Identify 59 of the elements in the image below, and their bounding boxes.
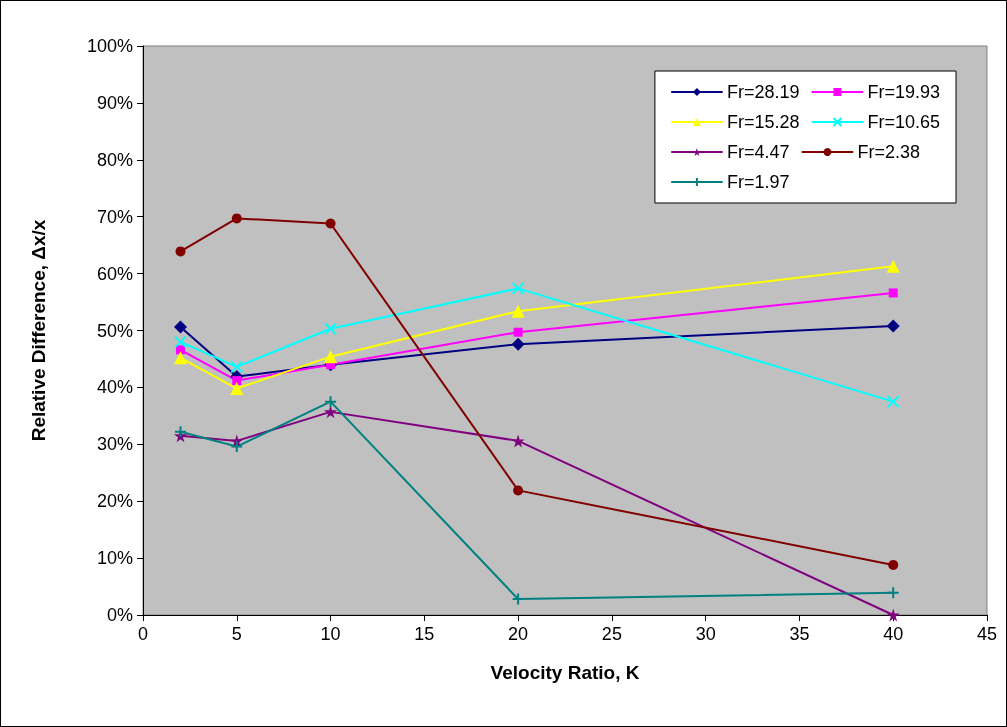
point bbox=[174, 335, 188, 349]
point bbox=[324, 350, 338, 364]
point bbox=[511, 592, 525, 606]
legend-label: Fr=28.19 bbox=[726, 82, 800, 102]
legend-label: Fr=10.65 bbox=[867, 112, 940, 132]
y-tick-label: 100% bbox=[86, 36, 133, 56]
point bbox=[175, 246, 186, 257]
point bbox=[886, 395, 900, 409]
y-tick-label: 60% bbox=[96, 263, 133, 284]
x-axis-title: Velocity Ratio, K bbox=[490, 662, 640, 683]
point bbox=[230, 360, 244, 374]
x-tick-label: 35 bbox=[789, 624, 810, 644]
point bbox=[886, 608, 900, 622]
point bbox=[231, 213, 242, 224]
x-tick-label: 25 bbox=[601, 624, 622, 644]
point bbox=[513, 485, 524, 496]
point bbox=[324, 395, 338, 409]
point bbox=[888, 559, 899, 570]
y-tick-label: 40% bbox=[96, 377, 133, 398]
y-tick-label: 50% bbox=[96, 320, 133, 341]
point bbox=[886, 586, 900, 600]
point bbox=[886, 319, 900, 333]
legend-label: Fr=1.97 bbox=[726, 172, 790, 192]
y-tick-label: 0% bbox=[106, 605, 133, 625]
x-tick-label: 10 bbox=[320, 624, 341, 644]
point bbox=[174, 425, 188, 439]
point bbox=[888, 288, 898, 298]
point bbox=[511, 304, 525, 318]
legend-label: Fr=19.93 bbox=[867, 82, 940, 102]
point bbox=[174, 320, 188, 334]
point bbox=[232, 376, 242, 386]
point bbox=[513, 327, 523, 337]
point bbox=[325, 218, 336, 229]
point bbox=[511, 434, 525, 448]
x-tick-label: 20 bbox=[508, 624, 529, 644]
y-tick-label: 30% bbox=[96, 434, 133, 455]
point bbox=[511, 281, 525, 295]
y-tick-label: 20% bbox=[96, 491, 133, 512]
point bbox=[230, 382, 244, 396]
y-tick-label: 10% bbox=[96, 548, 133, 569]
x-tick-label: 5 bbox=[231, 624, 242, 644]
point bbox=[230, 440, 244, 454]
point bbox=[886, 259, 900, 273]
point bbox=[324, 405, 338, 419]
legend-label: Fr=4.47 bbox=[726, 142, 790, 162]
legend-label: Fr=15.28 bbox=[726, 112, 800, 132]
point bbox=[174, 351, 188, 365]
y-tick-label: 70% bbox=[96, 206, 133, 227]
x-tick-label: 0 bbox=[137, 624, 149, 644]
y-tick-label: 90% bbox=[96, 92, 133, 113]
point bbox=[324, 322, 338, 336]
y-axis-title: Relative Difference, Δx/x bbox=[28, 219, 49, 442]
x-tick-label: 40 bbox=[883, 624, 904, 644]
x-tick-label: 15 bbox=[414, 624, 435, 644]
x-tick-label: 30 bbox=[695, 624, 716, 644]
x-tick-label: 45 bbox=[976, 624, 998, 644]
legend-label: Fr=2.38 bbox=[857, 142, 920, 162]
point bbox=[511, 337, 525, 351]
y-tick-label: 80% bbox=[96, 149, 133, 170]
